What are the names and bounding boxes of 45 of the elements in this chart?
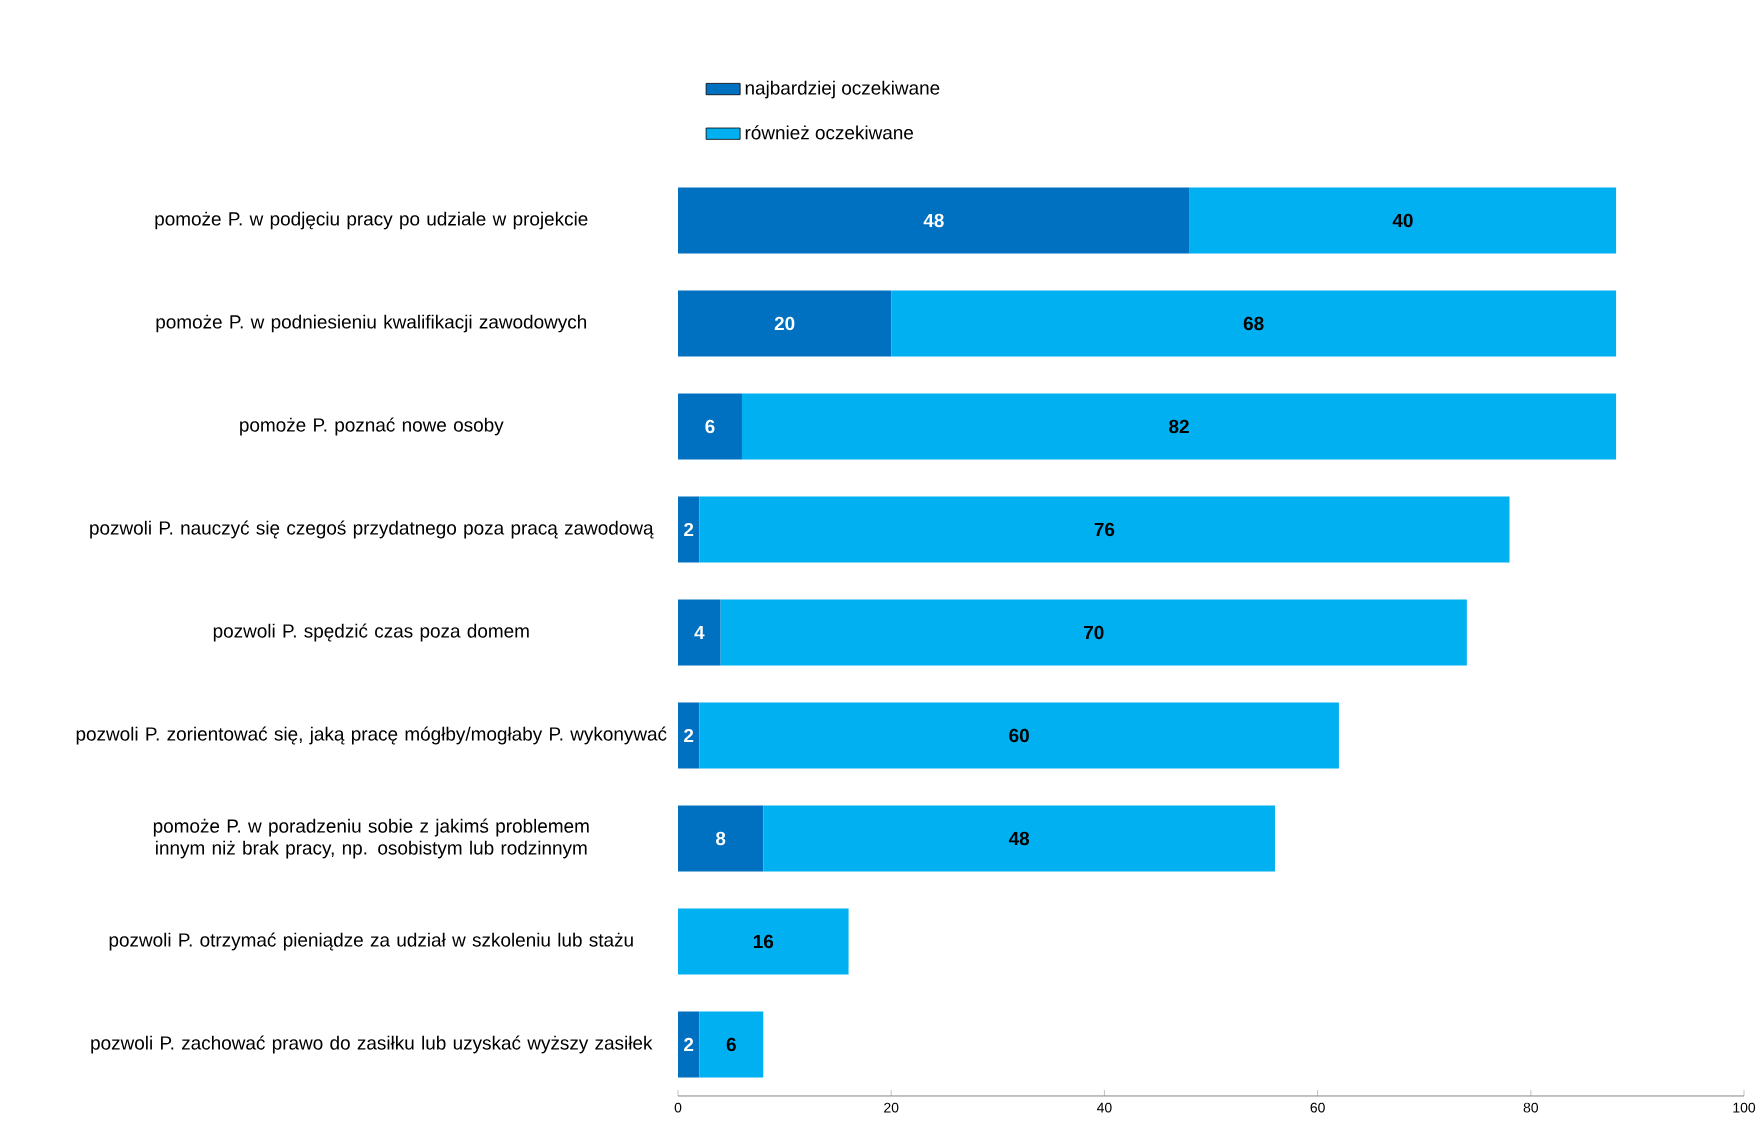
bar [699, 496, 1510, 563]
y-tick-label: pozwoli P. otrzymać pieniądze za udział w szkoleniu lub stażu [109, 932, 633, 951]
bar [699, 702, 1339, 769]
y-tick-label: pomoże P. w poradzeniu sobie z jakimś problemem innym niż brak pracy, np. osobistym lub rodzinnym [153, 818, 589, 859]
y-tick-label: pomoże P. poznać nowe osoby [240, 417, 504, 436]
data-label: 48 [923, 213, 944, 228]
data-label: 68 [1243, 316, 1264, 331]
data-label: 6 [726, 1037, 736, 1052]
data-label: 82 [1169, 419, 1189, 434]
data-label: 2 [684, 522, 694, 537]
data-label: 40 [1392, 213, 1413, 228]
bar [678, 805, 764, 872]
data-label: 2 [684, 1037, 694, 1052]
data-label: 76 [1094, 522, 1115, 537]
bar [678, 393, 742, 460]
bar [1189, 187, 1617, 254]
y-tick-label: pozwoli P. zorientować się, jaką pracę mógłby/mogłaby P. wykonywać [76, 726, 667, 745]
bar [891, 290, 1617, 357]
data-label: 8 [715, 831, 726, 846]
y-tick-label: pozwoli P. zachować prawo do zasiłku lub uzyskać wyższy zasiłek [91, 1035, 653, 1054]
bar [699, 1011, 764, 1078]
bar [763, 805, 1275, 872]
data-label: 60 [1009, 728, 1029, 743]
bar [678, 1011, 700, 1078]
y-tick-label: pozwoli P. nauczyć się czegoś przydatnego poza pracą zawodową [90, 520, 654, 539]
y-tick-label: pomoże P. w podniesieniu kwalifikacji zawodowych [156, 314, 587, 333]
data-label: 48 [1008, 831, 1030, 846]
data-label: 70 [1084, 625, 1104, 640]
bar [678, 599, 721, 666]
y-tick-label: pomoże P. w podjęciu pracy po udziale w projekcie [155, 211, 588, 230]
bar [678, 908, 849, 975]
bar [678, 187, 1190, 254]
data-label: 16 [753, 934, 774, 949]
data-label: 20 [774, 316, 795, 331]
bar [678, 496, 700, 563]
bar [678, 702, 700, 769]
data-label: 4 [694, 625, 705, 639]
data-label: 6 [705, 419, 715, 434]
legend-label: również oczekiwane [745, 125, 914, 140]
bar [741, 393, 1617, 460]
data-label: 2 [684, 728, 694, 743]
y-tick-label: pozwoli P. spędzić czas poza domem [213, 623, 529, 642]
bar [678, 290, 892, 357]
bar [720, 599, 1467, 666]
legend-label: najbardziej oczekiwane [745, 80, 940, 99]
